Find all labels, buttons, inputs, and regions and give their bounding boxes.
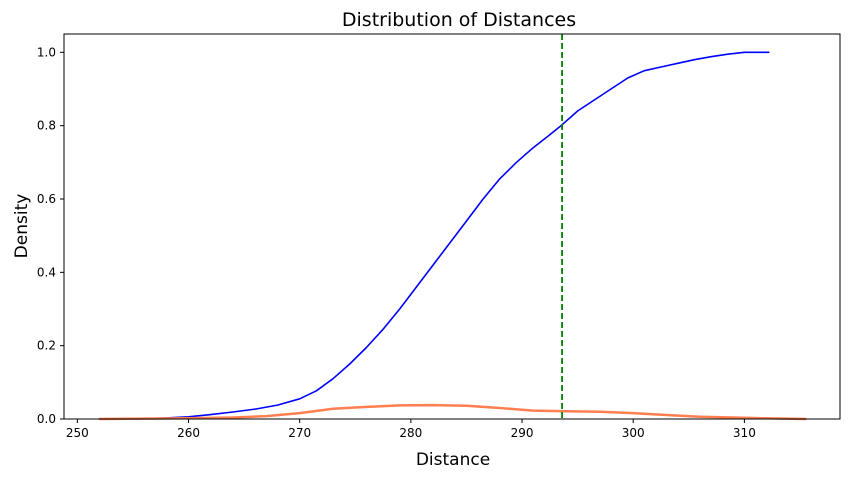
y-axis-title: Density <box>12 194 32 259</box>
plot-area <box>98 34 807 421</box>
plot-frame <box>63 33 841 420</box>
x-axis: 250 260 270 280 290 300 310 <box>66 419 756 440</box>
series-line-cumulative <box>134 51 770 420</box>
chart-title: Distribution of Distances <box>342 9 576 31</box>
x-tick-label: 310 <box>733 426 756 440</box>
x-tick-label: 260 <box>177 426 200 440</box>
x-axis-title: Distance <box>416 450 490 470</box>
y-tick-label: 0.4 <box>37 265 56 279</box>
x-tick-label: 280 <box>399 426 422 440</box>
y-axis: 0.0 0.2 0.4 0.6 0.8 1.0 <box>37 45 64 426</box>
series-line-density <box>98 403 807 421</box>
x-tick-label: 300 <box>622 426 645 440</box>
x-tick-label: 290 <box>511 426 534 440</box>
y-tick-label: 0.2 <box>37 339 56 353</box>
y-tick-label: 1.0 <box>37 45 56 59</box>
x-tick-label: 270 <box>288 426 311 440</box>
x-tick-label: 250 <box>66 426 89 440</box>
y-tick-label: 0.0 <box>37 412 56 426</box>
y-tick-label: 0.6 <box>37 192 56 206</box>
y-tick-label: 0.8 <box>37 119 56 133</box>
